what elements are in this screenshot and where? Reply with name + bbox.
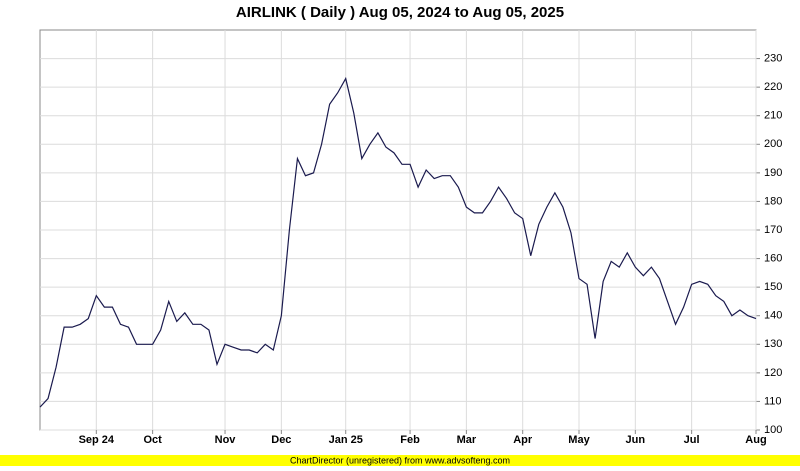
x-tick-label: Mar (457, 434, 477, 446)
chart-title: AIRLINK ( Daily ) Aug 05, 2024 to Aug 05… (236, 4, 564, 21)
x-tick-label: Nov (215, 434, 237, 446)
x-tick-label: May (568, 434, 590, 446)
y-tick-label: 130 (764, 338, 782, 350)
y-tick-label: 220 (764, 81, 782, 93)
x-tick-label: Oct (143, 434, 162, 446)
y-tick-label: 100 (764, 424, 782, 436)
y-tick-label: 200 (764, 138, 782, 150)
footer-band (0, 455, 800, 466)
x-tick-label: Jul (684, 434, 700, 446)
footer-text: ChartDirector (unregistered) from www.ad… (290, 455, 510, 465)
y-tick-label: 170 (764, 224, 782, 236)
x-tick-label: Jan 25 (329, 434, 363, 446)
y-tick-label: 110 (764, 395, 782, 407)
y-tick-label: 180 (764, 195, 782, 207)
x-tick-label: Dec (271, 434, 291, 446)
y-tick-label: 190 (764, 167, 782, 179)
y-tick-label: 140 (764, 310, 782, 322)
x-tick-label: Sep 24 (79, 434, 115, 446)
x-tick-label: Apr (513, 434, 533, 446)
y-tick-label: 120 (764, 367, 782, 379)
y-tick-label: 160 (764, 252, 782, 264)
y-tick-label: 230 (764, 52, 782, 64)
y-tick-label: 210 (764, 110, 782, 122)
x-tick-label: Feb (400, 434, 420, 446)
x-tick-label: Jun (626, 434, 646, 446)
y-tick-label: 150 (764, 281, 782, 293)
price-line (39, 76, 757, 408)
x-tick-label: Aug (745, 434, 766, 446)
